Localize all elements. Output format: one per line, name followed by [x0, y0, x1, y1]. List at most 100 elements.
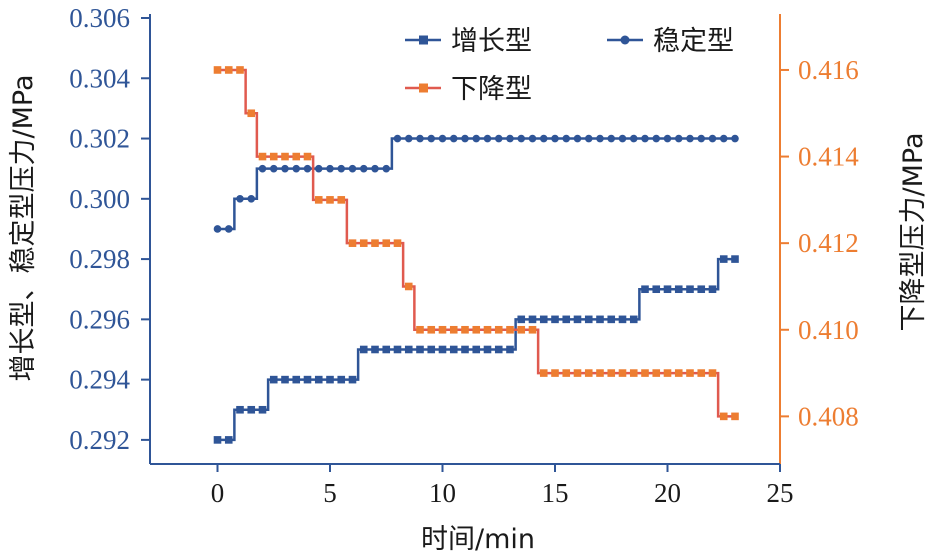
data-point [258, 152, 267, 161]
data-point [213, 66, 222, 74]
legend-item: 下降型 [405, 74, 532, 105]
left-y-tick-label: 0.294 [69, 365, 130, 395]
data-point [719, 412, 728, 421]
data-point [629, 134, 638, 143]
data-point [596, 134, 604, 143]
data-point [663, 369, 672, 377]
data-point [584, 134, 593, 143]
data-point [461, 325, 469, 334]
data-point [371, 164, 379, 173]
data-point [731, 412, 739, 421]
data-point [224, 66, 233, 74]
data-point [404, 345, 413, 354]
data-point [528, 315, 537, 324]
data-point [371, 239, 379, 247]
data-point [506, 345, 514, 354]
data-point [528, 134, 537, 143]
data-point [573, 315, 582, 324]
data-point [337, 196, 346, 204]
data-point [258, 164, 267, 173]
data-point [674, 285, 683, 294]
left-y-axis-title: 增长型、稳定型压力/MPa [8, 74, 39, 381]
data-point [438, 345, 447, 354]
x-tick-label: 25 [767, 478, 794, 508]
data-point [551, 369, 559, 377]
data-point [303, 375, 312, 384]
data-point [506, 325, 514, 334]
left-y-tick-label: 0.306 [69, 3, 130, 33]
data-point [618, 315, 627, 324]
data-point [708, 285, 717, 294]
data-point [404, 134, 413, 143]
data-point [719, 255, 728, 263]
data-point [472, 345, 481, 354]
data-point [393, 134, 402, 143]
data-point [359, 239, 368, 247]
left-y-tick-label: 0.304 [69, 63, 130, 93]
data-point [404, 282, 413, 291]
data-point [674, 369, 683, 377]
left-y-tick-label: 0.296 [69, 304, 130, 334]
data-point [416, 325, 424, 334]
data-point [641, 369, 649, 377]
data-point [596, 369, 604, 377]
data-point [517, 325, 526, 334]
right-y-tick-label: 0.412 [798, 228, 859, 258]
left-y-tick-label: 0.292 [69, 425, 130, 455]
data-point [674, 134, 683, 143]
data-point [551, 315, 559, 324]
x-tick-label: 20 [654, 478, 681, 508]
data-point [562, 315, 571, 324]
left-y-tick-label: 0.300 [69, 184, 130, 214]
data-point [213, 436, 222, 444]
data-point [686, 134, 694, 143]
series-3 [213, 66, 739, 421]
legend-marker [620, 35, 630, 45]
x-tick-label: 0 [211, 478, 225, 508]
data-point [359, 345, 368, 354]
axes: 0 5 10 15 20 25 0.292 0.294 0.296 0.298 0.300 0.302… [69, 3, 859, 508]
data-point [483, 134, 492, 143]
data-point [427, 134, 436, 143]
data-point [573, 369, 582, 377]
legend-label: 稳定型 [653, 26, 734, 57]
data-point [629, 315, 638, 324]
data-point [269, 164, 278, 173]
data-point [652, 134, 661, 143]
data-point [584, 315, 593, 324]
data-point [337, 164, 346, 173]
data-point [697, 134, 706, 143]
data-point [539, 315, 548, 324]
data-point [213, 225, 222, 233]
data-point [314, 164, 323, 173]
data-point [314, 196, 323, 204]
right-y-tick-label: 0.416 [798, 55, 859, 85]
data-point [517, 315, 526, 324]
data-point [269, 375, 278, 384]
legend-label: 下降型 [451, 74, 532, 105]
data-point [281, 375, 289, 384]
series-2 [213, 134, 739, 233]
data-point [697, 285, 706, 294]
data-point [438, 134, 447, 143]
data-point [326, 196, 334, 204]
data-point [292, 164, 301, 173]
data-point [461, 345, 469, 354]
data-point [269, 152, 278, 161]
data-point [708, 369, 717, 377]
data-point [528, 325, 537, 334]
x-tick-label: 10 [429, 478, 456, 508]
data-point [348, 239, 357, 247]
data-point [292, 375, 301, 384]
data-point [371, 345, 379, 354]
data-point [652, 285, 661, 294]
x-axis-title: 时间/min [421, 524, 535, 555]
data-point [416, 345, 424, 354]
series-line [217, 68, 735, 418]
data-point [314, 375, 323, 384]
x-tick-label: 15 [542, 478, 569, 508]
data-point [247, 195, 256, 203]
data-point [393, 239, 402, 247]
data-point [337, 375, 346, 384]
